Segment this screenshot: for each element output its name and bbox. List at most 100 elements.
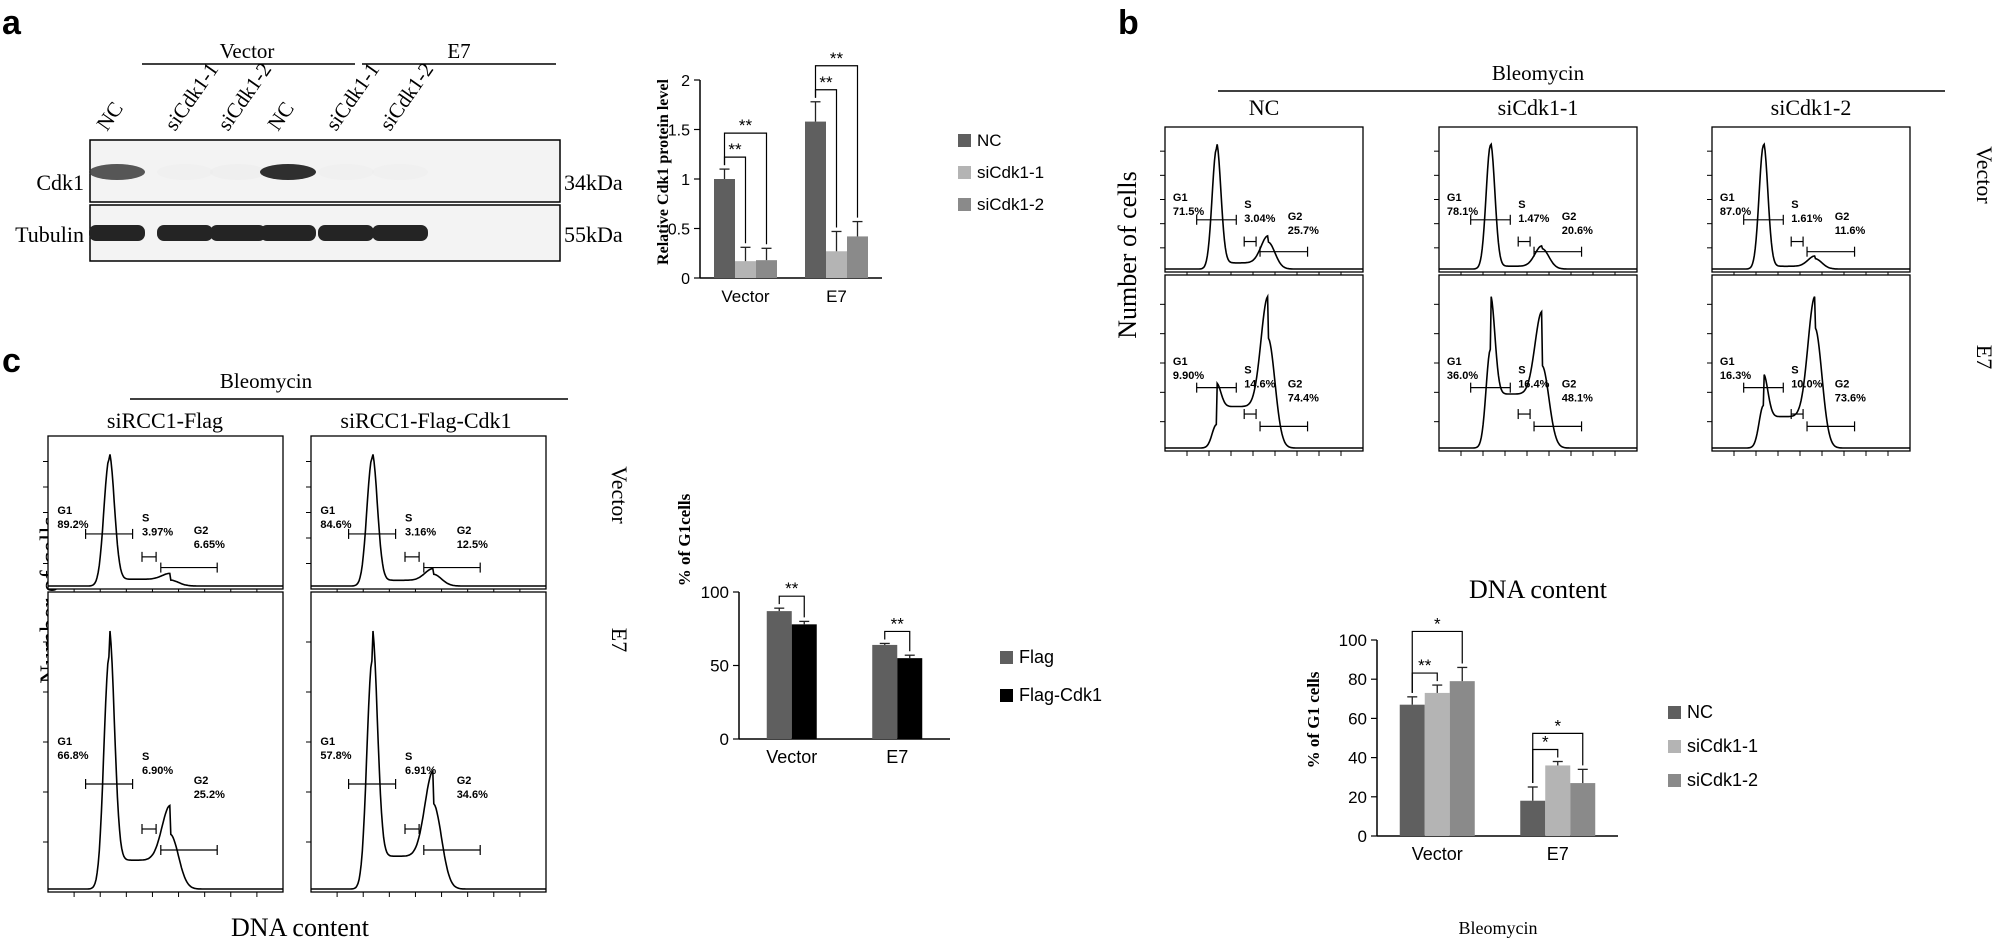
gate-label-s: S xyxy=(1244,365,1251,377)
gate-value-s: 14.6% xyxy=(1244,379,1275,391)
gate-value-g2: 48.1% xyxy=(1562,393,1593,405)
histogram-curve xyxy=(1165,293,1363,449)
gate-value-s: 16.4% xyxy=(1518,379,1549,391)
gate-label-g1: G1 xyxy=(57,736,72,748)
x-tick-label: Vector xyxy=(1412,844,1463,864)
gate-value-g2: 11.6% xyxy=(1835,225,1866,237)
gate-value-g2: 34.6% xyxy=(457,789,488,801)
gate-label-s: S xyxy=(1791,199,1798,211)
gate-label-g1: G1 xyxy=(57,505,72,517)
gate-label-g1: G1 xyxy=(320,736,335,748)
x-tick-label: E7 xyxy=(886,747,908,767)
legend-label: Flag xyxy=(1019,647,1054,667)
chart-a: Relative Cdk1 protein level 0 0.5 1 1.5 2 Vec… xyxy=(655,49,1044,306)
significance-mark: * xyxy=(1554,716,1561,735)
blot-lane-label: NC xyxy=(262,97,298,135)
gate-value-g1: 66.8% xyxy=(57,750,88,762)
gate-label-g2: G2 xyxy=(457,525,472,537)
legend-swatch xyxy=(1668,774,1681,787)
gate-label-g2: G2 xyxy=(1835,379,1850,391)
significance-mark: ** xyxy=(819,73,833,92)
gate-value-s: 1.47% xyxy=(1518,213,1549,225)
histogram-frame xyxy=(47,435,284,590)
gate-value-g2: 6.65% xyxy=(194,539,225,551)
histogram-curve xyxy=(1439,142,1637,270)
gate-label-g1: G1 xyxy=(1720,192,1735,204)
panel-b-col-1: siCdk1-1 xyxy=(1498,95,1579,120)
gate-label-s: S xyxy=(1518,199,1525,211)
panel-c-treatment: Bleomycin xyxy=(220,369,313,393)
panel-b-ylabel: Number of cells xyxy=(1113,171,1142,339)
gate-value-s: 3.04% xyxy=(1244,213,1275,225)
y-tick-label: 0 xyxy=(681,271,690,288)
panel-b-row-vector: Vector xyxy=(1972,146,1997,204)
legend-swatch xyxy=(1000,689,1013,702)
legend-swatch xyxy=(1000,651,1013,664)
y-tick-label: 60 xyxy=(1348,709,1367,728)
histogram-curve xyxy=(48,454,283,587)
gate-label-g1: G1 xyxy=(1447,356,1462,368)
panel-c-histograms: G1 89.2% S 3.97% G2 6.65% G1 84.6% S 3.16% G2 12.5%… xyxy=(43,435,547,897)
gate-label-g1: G1 xyxy=(1173,192,1188,204)
gate-value-g2: 12.5% xyxy=(457,539,488,551)
blot-bands xyxy=(89,164,428,241)
histogram-curve xyxy=(1439,296,1637,449)
blot-band-tubulin xyxy=(318,225,374,241)
histogram-curve xyxy=(1712,296,1910,449)
bar xyxy=(1449,681,1475,836)
gate-label-g2: G2 xyxy=(1562,379,1577,391)
significance-mark: ** xyxy=(830,49,844,68)
gate-value-g1: 36.0% xyxy=(1447,370,1478,382)
panel-b-xlabel: DNA content xyxy=(1469,575,1608,604)
gate-value-g2: 20.6% xyxy=(1562,225,1593,237)
y-tick-label: 80 xyxy=(1348,670,1367,689)
y-tick-label: 0 xyxy=(720,730,729,749)
x-tick-label: Vector xyxy=(721,287,770,306)
y-tick-label: 100 xyxy=(1339,631,1367,650)
panel-b-col-2: siCdk1-2 xyxy=(1771,95,1852,120)
x-tick-label: E7 xyxy=(826,287,847,306)
y-tick-label: 1 xyxy=(681,172,690,189)
bar xyxy=(756,260,777,278)
gate-label-s: S xyxy=(405,751,412,763)
significance-mark: ** xyxy=(891,614,905,633)
bar xyxy=(1424,692,1450,836)
chart-b-ylabel: % of G1 cells xyxy=(1304,671,1323,768)
significance-bracket xyxy=(1411,672,1438,693)
gate-value-s: 3.97% xyxy=(142,527,173,539)
significance-mark: ** xyxy=(1418,656,1432,675)
histogram-frame xyxy=(1164,126,1364,273)
blot-band-cdk1 xyxy=(318,164,374,180)
gate-label-g1: G1 xyxy=(320,505,335,517)
chart-c-ylabel: % of G1cells xyxy=(675,493,694,586)
gate-value-s: 6.91% xyxy=(405,765,436,777)
gate-label-g1: G1 xyxy=(1720,356,1735,368)
legend-label: siCdk1-2 xyxy=(1687,770,1758,790)
bar xyxy=(791,624,817,739)
y-tick-label: 100 xyxy=(701,583,729,602)
blot-lane-label: siCdk1-1 xyxy=(320,58,384,135)
gate-value-g1: 84.6% xyxy=(320,519,351,531)
histogram-frame xyxy=(1711,274,1911,452)
y-tick-label: 0.5 xyxy=(668,222,690,239)
gate-label-s: S xyxy=(1244,199,1251,211)
gate-value-s: 3.16% xyxy=(405,527,436,539)
blot-band-cdk1 xyxy=(157,164,213,180)
bar xyxy=(872,644,898,739)
bar xyxy=(805,121,826,278)
gate-label-s: S xyxy=(405,513,412,525)
panel-b-col-0: NC xyxy=(1249,95,1280,120)
panel-c-row-e7: E7 xyxy=(607,628,632,652)
gate-label-s: S xyxy=(142,513,149,525)
y-tick-label: 2 xyxy=(681,73,690,90)
panel-b-flow: Bleomycin NC siCdk1-1 siCdk1-2 Number of… xyxy=(1113,61,1997,604)
blot-cdk1-frame xyxy=(89,139,561,203)
histogram-curve xyxy=(311,630,546,890)
x-tick-label: E7 xyxy=(1547,844,1569,864)
blot-group-vector: Vector xyxy=(220,39,275,63)
y-tick-label: 1.5 xyxy=(668,123,690,140)
gate-value-g1: 89.2% xyxy=(57,519,88,531)
